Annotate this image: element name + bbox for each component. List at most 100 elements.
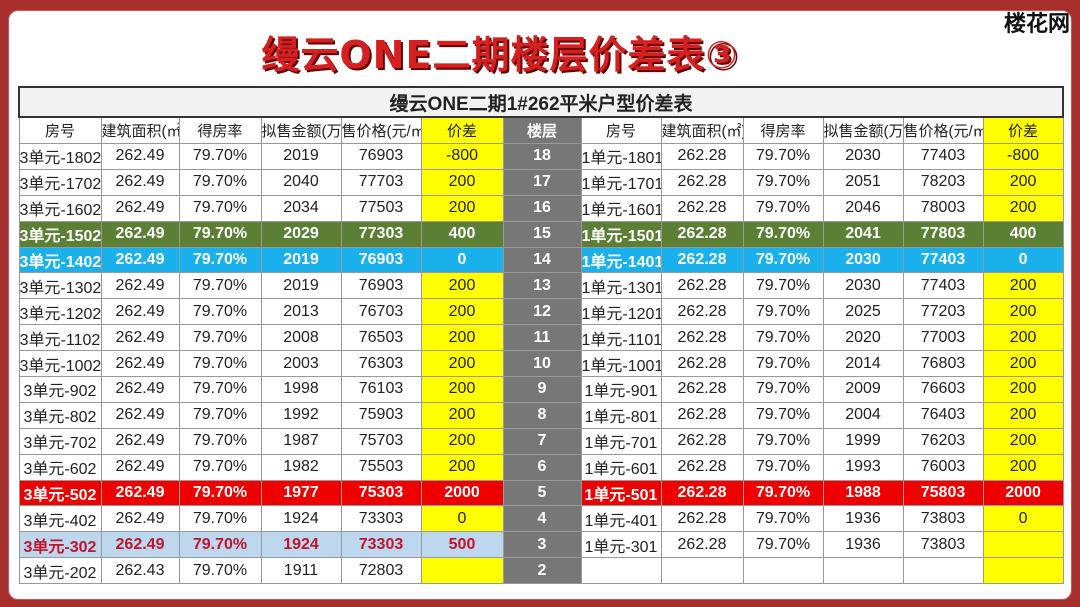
left-efficiency: 79.70% — [178, 298, 262, 326]
right-price-diff: 0 — [982, 246, 1064, 274]
column-header: 价差 — [982, 116, 1064, 144]
right-room-number: 1单元-1401 — [580, 246, 662, 274]
page-title: 缦云ONE二期楼层价差表③ — [261, 33, 739, 77]
table-title: 缦云ONE二期1#262平米户型价差表 — [17, 86, 1065, 118]
left-area: 262.49 — [100, 401, 180, 429]
right-efficiency: 79.70% — [742, 298, 824, 326]
left-efficiency: 79.70% — [178, 479, 262, 507]
right-total-price — [822, 557, 904, 585]
left-total-price: 1998 — [260, 376, 342, 403]
left-area: 262.49 — [100, 427, 180, 455]
table-row: 3单元-1602 262.49 79.70% 2034 77503 200 16 1单元-16… — [18, 194, 1064, 222]
table-row: 3单元-1702 262.49 79.70% 2040 77703 200 17 1单元-17… — [18, 168, 1064, 196]
right-unit-price: 77203 — [902, 298, 984, 326]
right-price-diff: 200 — [982, 168, 1064, 196]
right-room-number: 1单元-501 — [580, 479, 662, 507]
column-header: 价差 — [420, 116, 504, 144]
right-efficiency: 79.70% — [742, 453, 824, 481]
table-row: 3单元-802 262.49 79.70% 1992 75903 200 8 1单元-801 2… — [18, 401, 1064, 429]
left-unit-price: 77503 — [340, 194, 422, 222]
right-room-number: 1单元-1601 — [580, 194, 662, 222]
right-unit-price: 76803 — [902, 350, 984, 378]
left-area: 262.49 — [100, 194, 180, 222]
left-total-price: 1977 — [260, 479, 342, 507]
right-area: 262.28 — [660, 272, 744, 300]
right-unit-price: 76603 — [902, 376, 984, 403]
left-room-number: 3单元-702 — [18, 427, 102, 455]
table-row: 3单元-502 262.49 79.70% 1977 75303 2000 5 1单元-501… — [18, 479, 1064, 507]
left-area: 262.49 — [100, 324, 180, 352]
right-total-price: 2041 — [822, 220, 904, 248]
left-unit-price: 73303 — [340, 531, 422, 559]
right-price-diff: 2000 — [982, 479, 1064, 507]
left-room-number: 3单元-602 — [18, 453, 102, 481]
right-room-number: 1单元-301 — [580, 531, 662, 559]
left-price-diff: -800 — [420, 143, 504, 170]
left-efficiency: 79.70% — [178, 194, 262, 222]
left-efficiency: 79.70% — [178, 246, 262, 274]
left-unit-price: 76103 — [340, 376, 422, 403]
right-total-price: 1988 — [822, 479, 904, 507]
floor: 4 — [502, 505, 582, 533]
left-total-price: 1911 — [260, 557, 342, 585]
right-efficiency: 79.70% — [742, 427, 824, 455]
right-efficiency: 79.70% — [742, 505, 824, 533]
left-total-price: 2019 — [260, 143, 342, 170]
right-room-number: 1单元-1201 — [580, 298, 662, 326]
right-total-price: 1999 — [822, 427, 904, 455]
floor: 9 — [502, 376, 582, 403]
left-unit-price: 75703 — [340, 427, 422, 455]
left-efficiency: 79.70% — [178, 531, 262, 559]
right-price-diff — [982, 531, 1064, 559]
right-efficiency: 79.70% — [742, 401, 824, 429]
right-price-diff: 200 — [982, 350, 1064, 378]
floor: 14 — [502, 246, 582, 274]
table-row: 3单元-202 262.43 79.70% 1911 72803 2 — [18, 557, 1064, 585]
left-room-number: 3单元-1002 — [18, 350, 102, 378]
right-room-number: 1单元-1801 — [580, 143, 662, 170]
right-area: 262.28 — [660, 427, 744, 455]
left-unit-price: 76303 — [340, 350, 422, 378]
right-total-price: 2025 — [822, 298, 904, 326]
right-efficiency: 79.70% — [742, 220, 824, 248]
floor: 7 — [502, 427, 582, 455]
left-price-diff: 200 — [420, 453, 504, 481]
right-area: 262.28 — [660, 220, 744, 248]
table-row: 3单元-1202 262.49 79.70% 2013 76703 200 12 1单元-12… — [18, 298, 1064, 326]
left-price-diff: 400 — [420, 220, 504, 248]
right-efficiency: 79.70% — [742, 168, 824, 196]
left-total-price: 2008 — [260, 324, 342, 352]
right-total-price: 2030 — [822, 143, 904, 170]
table-row: 3单元-602 262.49 79.70% 1982 75503 200 6 1单元-601 2… — [18, 453, 1064, 481]
left-area: 262.49 — [100, 479, 180, 507]
left-price-diff: 200 — [420, 376, 504, 403]
left-price-diff: 2000 — [420, 479, 504, 507]
floor: 11 — [502, 324, 582, 352]
right-unit-price: 78203 — [902, 168, 984, 196]
left-price-diff: 200 — [420, 401, 504, 429]
right-price-diff: -800 — [982, 143, 1064, 170]
left-area: 262.49 — [100, 143, 180, 170]
left-room-number: 3单元-202 — [18, 557, 102, 585]
right-total-price: 2004 — [822, 401, 904, 429]
floor: 8 — [502, 401, 582, 429]
table-row: 3单元-702 262.49 79.70% 1987 75703 200 7 1单元-701 2… — [18, 427, 1064, 455]
floor: 17 — [502, 168, 582, 196]
left-efficiency: 79.70% — [178, 401, 262, 429]
right-area: 262.28 — [660, 298, 744, 326]
right-total-price: 1936 — [822, 505, 904, 533]
right-efficiency: 79.70% — [742, 531, 824, 559]
table-row: 3单元-1802 262.49 79.70% 2019 76903 -800 18 1单元-1… — [18, 143, 1064, 170]
left-price-diff: 200 — [420, 427, 504, 455]
left-price-diff: 0 — [420, 246, 504, 274]
right-unit-price: 76003 — [902, 453, 984, 481]
right-total-price: 1993 — [822, 453, 904, 481]
left-price-diff: 200 — [420, 168, 504, 196]
left-total-price: 1924 — [260, 505, 342, 533]
right-unit-price: 77403 — [902, 143, 984, 170]
right-price-diff: 400 — [982, 220, 1064, 248]
left-room-number: 3单元-1302 — [18, 272, 102, 300]
left-price-diff: 200 — [420, 194, 504, 222]
left-total-price: 1987 — [260, 427, 342, 455]
right-unit-price: 77403 — [902, 246, 984, 274]
